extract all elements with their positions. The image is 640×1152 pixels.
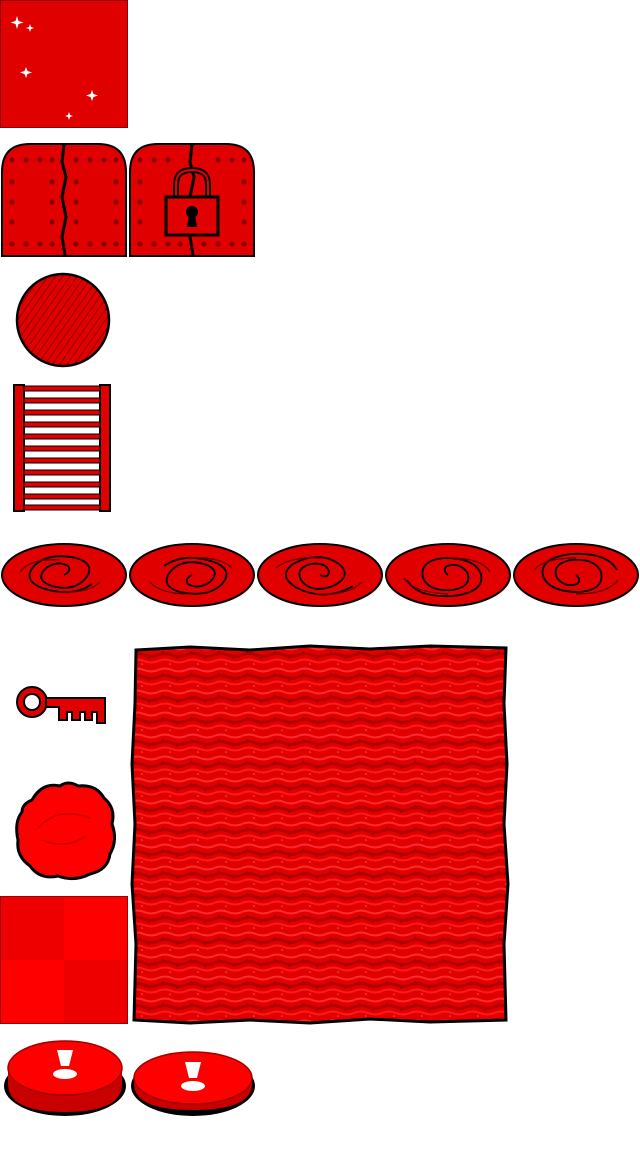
door-closed[interactable] (0, 142, 128, 258)
button-icon (4, 1040, 126, 1116)
carpet-large (130, 644, 510, 1026)
swirl-icon (385, 543, 511, 607)
blob-icon (15, 781, 117, 881)
door-locked[interactable] (128, 142, 256, 258)
blob[interactable] (12, 778, 120, 882)
swirl-icon (257, 543, 383, 607)
swirl-icon (129, 543, 255, 607)
sparkle-icon (10, 16, 98, 120)
round-disc (14, 272, 114, 368)
padlock-icon (164, 166, 220, 237)
button-icon (131, 1051, 255, 1116)
red-checker-tile (0, 896, 128, 1024)
ladder-icon (13, 384, 111, 512)
vortex-portal[interactable] (0, 542, 640, 610)
checker-icon (0, 896, 128, 1024)
key[interactable] (14, 684, 110, 726)
key-icon (16, 686, 106, 724)
ladder[interactable] (12, 384, 112, 512)
disc-icon (15, 272, 111, 368)
floor-button-pressed[interactable] (130, 1050, 258, 1122)
carpet-icon (130, 644, 510, 1025)
floor-button-raised[interactable] (2, 1038, 130, 1122)
sparkle-floor-tile (0, 0, 128, 128)
swirl-icon (1, 543, 127, 607)
swirl-icon (513, 543, 639, 607)
